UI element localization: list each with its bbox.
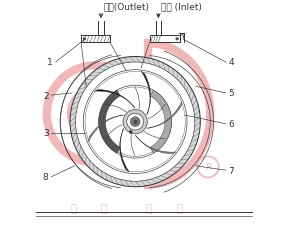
Text: 进气 (Inlet): 进气 (Inlet) (161, 2, 202, 11)
Circle shape (127, 114, 143, 130)
Polygon shape (147, 102, 182, 129)
Text: 7: 7 (228, 166, 234, 175)
Polygon shape (141, 72, 151, 115)
Circle shape (83, 38, 86, 41)
Text: 立: 立 (145, 203, 152, 213)
Text: 2: 2 (43, 91, 49, 100)
Polygon shape (88, 115, 124, 142)
Text: 昆: 昆 (101, 203, 107, 213)
Polygon shape (120, 129, 129, 172)
Wedge shape (99, 91, 120, 153)
Bar (81, 36, 110, 43)
Circle shape (129, 131, 132, 134)
Text: 泵: 泵 (176, 203, 183, 213)
Text: 1: 1 (47, 58, 53, 67)
Text: 5: 5 (228, 89, 234, 98)
Text: 4: 4 (228, 58, 234, 67)
Circle shape (176, 38, 179, 41)
Text: 3: 3 (43, 129, 49, 137)
Polygon shape (94, 90, 135, 109)
Text: 6: 6 (228, 120, 234, 129)
Bar (149, 36, 181, 43)
Text: 海: 海 (70, 203, 77, 213)
Text: 排气(Outlet): 排气(Outlet) (104, 2, 149, 11)
Circle shape (130, 117, 140, 127)
Text: R: R (205, 163, 211, 172)
Circle shape (75, 63, 195, 181)
Circle shape (70, 57, 200, 187)
Wedge shape (150, 91, 172, 153)
Polygon shape (135, 135, 176, 154)
Circle shape (123, 110, 147, 134)
Bar (134, 121, 137, 123)
Text: 8: 8 (43, 173, 49, 182)
